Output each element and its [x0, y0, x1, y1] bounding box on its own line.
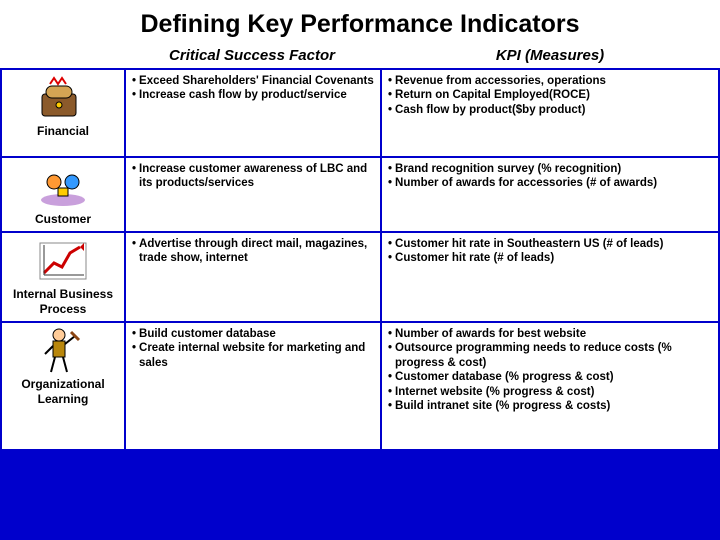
list-item: Outsource programming needs to reduce co…	[388, 341, 712, 370]
perspective-icon	[8, 162, 118, 210]
list-item: Brand recognition survey (% recognition)	[388, 162, 712, 176]
kpi-table: Financial Exceed Shareholders' Financial …	[0, 68, 720, 451]
perspective-icon	[8, 327, 118, 375]
csf-cell: Increase customer awareness of LBC and i…	[125, 157, 381, 232]
perspective-icon	[8, 74, 118, 122]
list-item: Internet website (% progress & cost)	[388, 385, 712, 399]
list-item: Cash flow by product($by product)	[388, 103, 712, 117]
list-item: Increase customer awareness of LBC and i…	[132, 162, 374, 191]
csf-cell: Build customer databaseCreate internal w…	[125, 322, 381, 450]
kpi-cell: Revenue from accessories, operationsRetu…	[381, 69, 719, 157]
header-csf: Critical Success Factor	[124, 45, 380, 68]
list-item: Create internal website for marketing an…	[132, 341, 374, 370]
list-item: Exceed Shareholders' Financial Covenants	[132, 74, 374, 88]
column-headers: Critical Success Factor KPI (Measures)	[0, 45, 720, 68]
perspective-cell: Organizational Learning	[1, 322, 125, 450]
page-title: Defining Key Performance Indicators	[0, 0, 720, 45]
list-item: Build intranet site (% progress & costs)	[388, 399, 712, 413]
kpi-cell: Brand recognition survey (% recognition)…	[381, 157, 719, 232]
list-item: Build customer database	[132, 327, 374, 341]
csf-cell: Advertise through direct mail, magazines…	[125, 232, 381, 322]
list-item: Revenue from accessories, operations	[388, 74, 712, 88]
perspective-label: Internal Business Process	[8, 287, 118, 317]
csf-cell: Exceed Shareholders' Financial Covenants…	[125, 69, 381, 157]
list-item: Customer database (% progress & cost)	[388, 370, 712, 384]
list-item: Number of awards for accessories (# of a…	[388, 176, 712, 190]
list-item: Return on Capital Employed(ROCE)	[388, 88, 712, 102]
perspective-icon	[8, 237, 118, 285]
perspective-label: Financial	[8, 124, 118, 139]
list-item: Advertise through direct mail, magazines…	[132, 237, 374, 266]
list-item: Increase cash flow by product/service	[132, 88, 374, 102]
list-item: Customer hit rate (# of leads)	[388, 251, 712, 265]
header-kpi: KPI (Measures)	[380, 45, 720, 68]
list-item: Customer hit rate in Southeastern US (# …	[388, 237, 712, 251]
kpi-cell: Customer hit rate in Southeastern US (# …	[381, 232, 719, 322]
perspective-label: Customer	[8, 212, 118, 227]
perspective-cell: Customer	[1, 157, 125, 232]
kpi-cell: Number of awards for best websiteOutsour…	[381, 322, 719, 450]
list-item: Number of awards for best website	[388, 327, 712, 341]
perspective-cell: Financial	[1, 69, 125, 157]
perspective-cell: Internal Business Process	[1, 232, 125, 322]
perspective-label: Organizational Learning	[8, 377, 118, 407]
